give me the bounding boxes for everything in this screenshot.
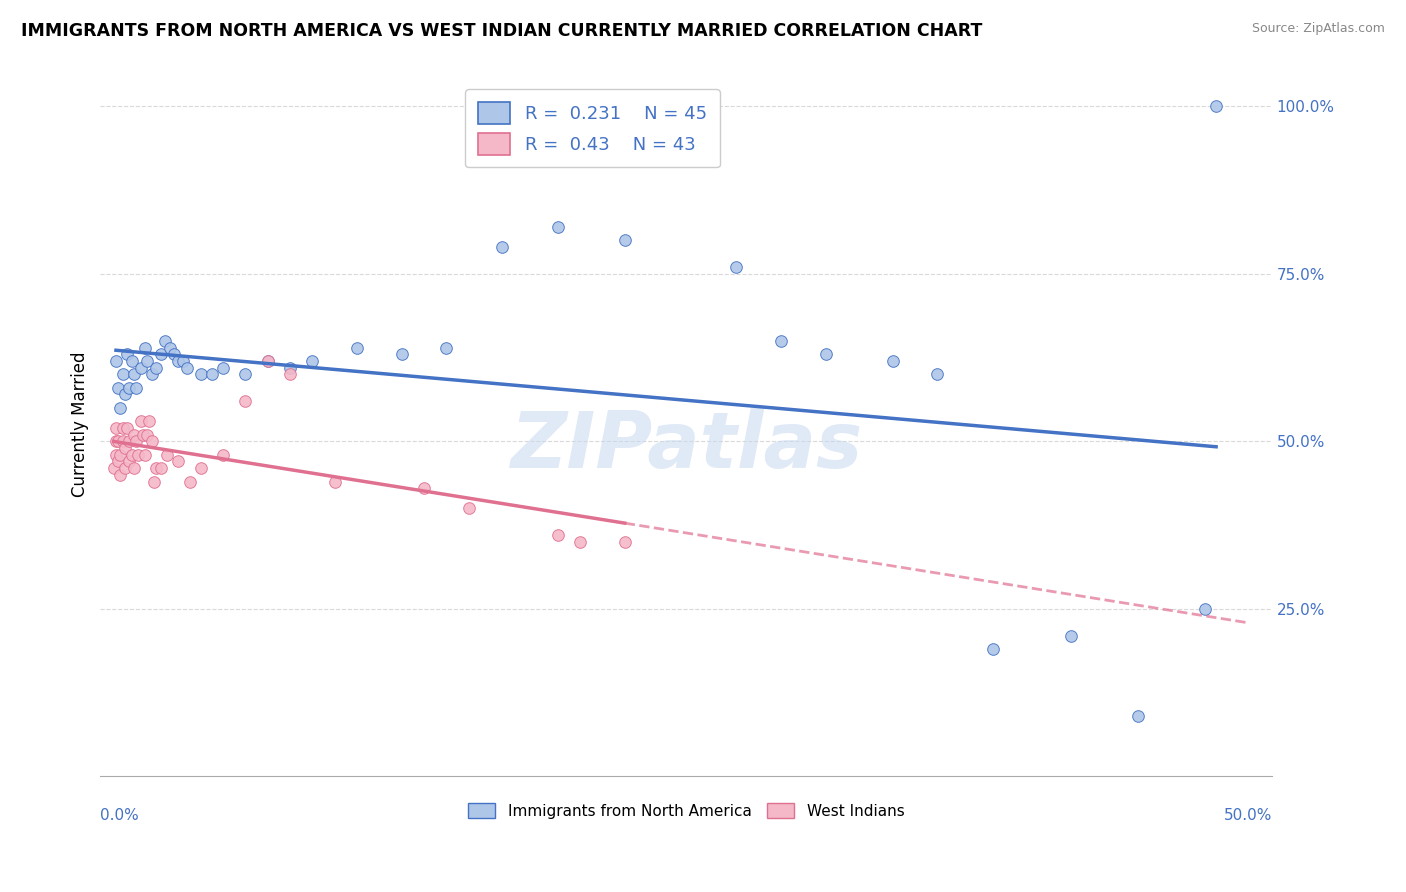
Point: [167, 354, 190, 368]
Point: [138, 414, 160, 428]
Point: [190, 368, 212, 382]
Point: [136, 354, 159, 368]
Point: [1194, 601, 1216, 615]
Point: [235, 368, 257, 382]
Point: [104, 354, 127, 368]
Point: [212, 448, 235, 462]
Point: [212, 360, 235, 375]
Point: [103, 461, 125, 475]
Point: [190, 461, 212, 475]
Text: Source: ZipAtlas.com: Source: ZipAtlas.com: [1251, 22, 1385, 36]
Point: [111, 434, 134, 449]
Point: [1126, 709, 1149, 723]
Point: [110, 401, 132, 415]
Point: [122, 368, 145, 382]
Point: [814, 347, 837, 361]
Point: [159, 341, 181, 355]
Point: [149, 461, 172, 475]
Point: [111, 368, 134, 382]
Point: [256, 354, 278, 368]
Point: [1205, 99, 1227, 113]
Point: [413, 481, 436, 495]
Point: [122, 427, 145, 442]
Point: [145, 461, 167, 475]
Point: [107, 381, 129, 395]
Point: [107, 434, 129, 449]
Point: [569, 534, 592, 549]
Point: [104, 434, 127, 449]
Text: ZIPatlas: ZIPatlas: [510, 408, 862, 483]
Point: [121, 354, 143, 368]
Point: [125, 381, 148, 395]
Point: [141, 434, 163, 449]
Point: [391, 347, 413, 361]
Point: [104, 421, 127, 435]
Point: [1060, 628, 1083, 642]
Point: [882, 354, 904, 368]
Point: [153, 334, 176, 348]
Point: [235, 394, 257, 409]
Point: [769, 334, 792, 348]
Point: [149, 347, 172, 361]
Point: [104, 448, 127, 462]
Point: [141, 368, 163, 382]
Point: [927, 368, 949, 382]
Point: [179, 475, 201, 489]
Point: [457, 501, 479, 516]
Point: [129, 360, 152, 375]
Point: [301, 354, 323, 368]
Point: [142, 475, 165, 489]
Point: [118, 434, 141, 449]
Point: [111, 421, 134, 435]
Point: [725, 260, 748, 275]
Point: [122, 461, 145, 475]
Point: [613, 534, 636, 549]
Text: IMMIGRANTS FROM NORTH AMERICA VS WEST INDIAN CURRENTLY MARRIED CORRELATION CHART: IMMIGRANTS FROM NORTH AMERICA VS WEST IN…: [21, 22, 983, 40]
Point: [491, 240, 513, 254]
Point: [114, 461, 136, 475]
Point: [167, 454, 190, 468]
Point: [346, 341, 368, 355]
Point: [121, 448, 143, 462]
Point: [110, 467, 132, 482]
Point: [125, 434, 148, 449]
Point: [434, 341, 457, 355]
Point: [613, 234, 636, 248]
Point: [547, 219, 569, 234]
Legend: Immigrants from North America, West Indians: Immigrants from North America, West Indi…: [461, 797, 911, 825]
Point: [115, 421, 138, 435]
Point: [110, 448, 132, 462]
Point: [118, 454, 141, 468]
Point: [156, 448, 179, 462]
Point: [201, 368, 224, 382]
Point: [114, 387, 136, 401]
Point: [176, 360, 198, 375]
Point: [278, 360, 301, 375]
Point: [115, 347, 138, 361]
Point: [323, 475, 346, 489]
Point: [127, 448, 149, 462]
Point: [114, 441, 136, 455]
Y-axis label: Currently Married: Currently Married: [72, 351, 89, 498]
Point: [134, 341, 156, 355]
Point: [278, 368, 301, 382]
Point: [163, 347, 186, 361]
Point: [145, 360, 167, 375]
Text: 0.0%: 0.0%: [100, 808, 139, 822]
Point: [129, 414, 152, 428]
Point: [118, 381, 141, 395]
Point: [107, 454, 129, 468]
Point: [132, 427, 155, 442]
Point: [136, 427, 159, 442]
Point: [981, 641, 1004, 656]
Point: [256, 354, 278, 368]
Point: [134, 448, 156, 462]
Text: 50.0%: 50.0%: [1223, 808, 1272, 822]
Point: [172, 354, 194, 368]
Point: [547, 528, 569, 542]
